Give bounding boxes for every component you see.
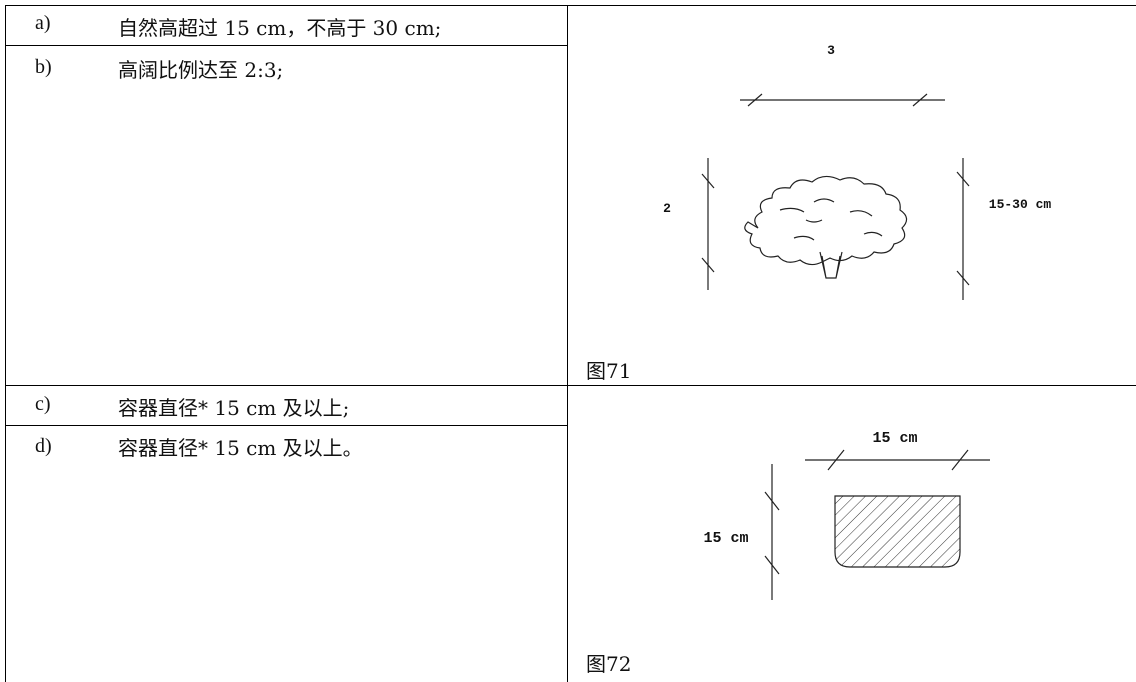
dimension-label: 2: [663, 201, 671, 216]
item-text: 自然高超过 15 cm，不高于 30 cm;: [118, 16, 442, 40]
figure-71: 3 2 15-30 cm: [663, 43, 1052, 300]
dimension-label: 3: [827, 43, 835, 58]
dimension-label: 15-30 cm: [989, 197, 1052, 212]
figure-72: 15 cm 15 cm: [703, 430, 990, 600]
figure-caption: 图72: [586, 652, 632, 676]
item-label: c): [35, 393, 51, 415]
table-border: [5, 45, 567, 46]
item-label: b): [35, 56, 52, 78]
item-text: 容器直径* 15 cm 及以上。: [118, 436, 363, 460]
table-border: [5, 5, 6, 682]
item-label: d): [35, 435, 52, 457]
dimension-label: 15 cm: [703, 530, 748, 547]
table-border: [5, 385, 1136, 386]
figure-caption: 图71: [586, 359, 632, 383]
item-label: a): [35, 12, 51, 34]
table-border: [5, 425, 567, 426]
table-border: [567, 5, 568, 682]
item-text: 容器直径* 15 cm 及以上;: [118, 396, 350, 420]
table-border: [5, 5, 1136, 6]
dimension-label: 15 cm: [872, 430, 917, 447]
item-text: 高阔比例达至 2:3;: [118, 58, 284, 82]
